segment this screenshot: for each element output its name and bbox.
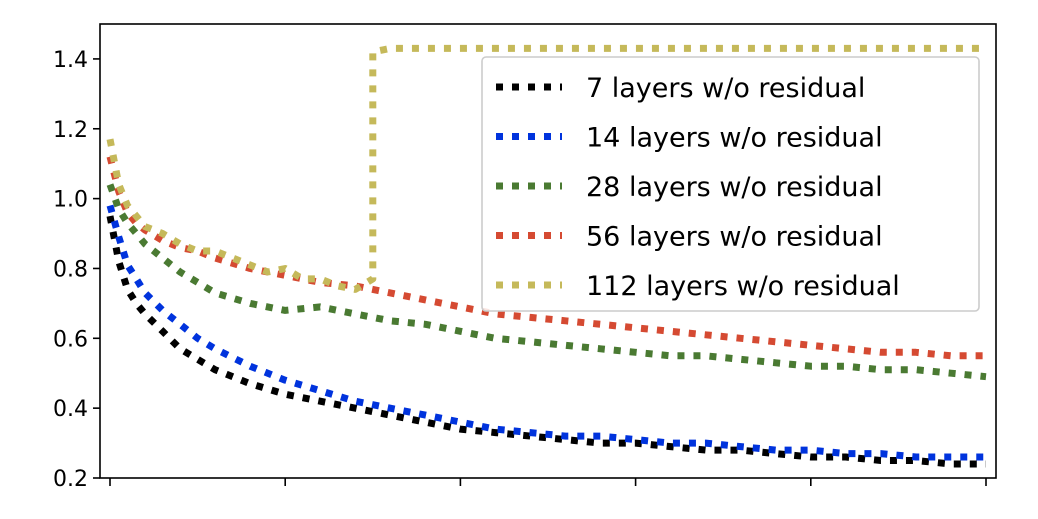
y-tick-label-5: 1.2 [53, 118, 88, 143]
series-line-2 [106, 183, 987, 381]
x-axis [109, 478, 987, 486]
legend-box [481, 56, 980, 312]
y-tick-label-2: 0.6 [53, 327, 88, 352]
y-tick-label-0: 0.2 [53, 467, 88, 492]
legend-label-1: 14 layers w/o residual [586, 123, 883, 154]
legend: 7 layers w/o residual 14 layers w/o resid… [481, 56, 980, 312]
y-tick-label-4: 1.0 [53, 188, 88, 213]
y-tick-label-6: 1.4 [53, 48, 88, 73]
legend-label-3: 56 layers w/o residual [586, 222, 883, 253]
legend-label-2: 28 layers w/o residual [586, 172, 883, 203]
legend-label-0: 7 layers w/o residual [586, 73, 865, 104]
plot-frame [99, 23, 997, 479]
legend-label-4: 112 layers w/o residual [586, 271, 900, 302]
y-tick-label-1: 0.4 [53, 397, 88, 422]
y-axis: 0.2 0.4 0.6 0.8 1.0 1.2 1.4 [53, 48, 100, 492]
series-layer [106, 44, 987, 468]
series-line-0 [106, 215, 986, 468]
y-tick-label-3: 0.8 [53, 257, 88, 282]
